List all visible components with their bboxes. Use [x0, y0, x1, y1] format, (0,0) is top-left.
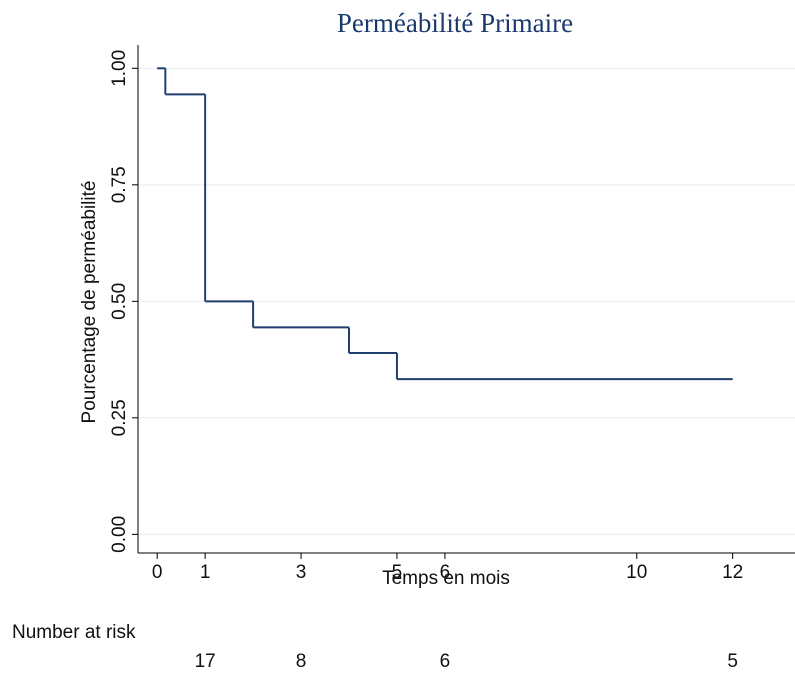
x-axis-label: Temps en mois: [382, 568, 510, 589]
y-tick-label: 0.00: [109, 516, 130, 553]
y-tick-label: 0.50: [109, 283, 130, 320]
risk-count: 17: [195, 651, 216, 672]
x-tick-label: 5: [392, 562, 403, 583]
x-tick-label: 1: [200, 562, 211, 583]
x-tick-label: 10: [626, 562, 647, 583]
y-tick-label: 0.75: [109, 166, 130, 203]
risk-count: 6: [440, 651, 451, 672]
risk-count: 8: [296, 651, 307, 672]
y-axis-label: Pourcentage de perméabilité: [79, 181, 100, 424]
y-tick-label: 1.00: [109, 50, 130, 87]
x-tick-label: 3: [296, 562, 307, 583]
chart-title: Perméabilité Primaire: [337, 8, 573, 38]
risk-count: 5: [727, 651, 738, 672]
x-tick-label: 0: [152, 562, 163, 583]
risk-table-label: Number at risk: [12, 622, 136, 643]
y-tick-label: 0.25: [109, 399, 130, 436]
x-tick-label: 12: [722, 562, 743, 583]
x-tick-label: 6: [440, 562, 451, 583]
